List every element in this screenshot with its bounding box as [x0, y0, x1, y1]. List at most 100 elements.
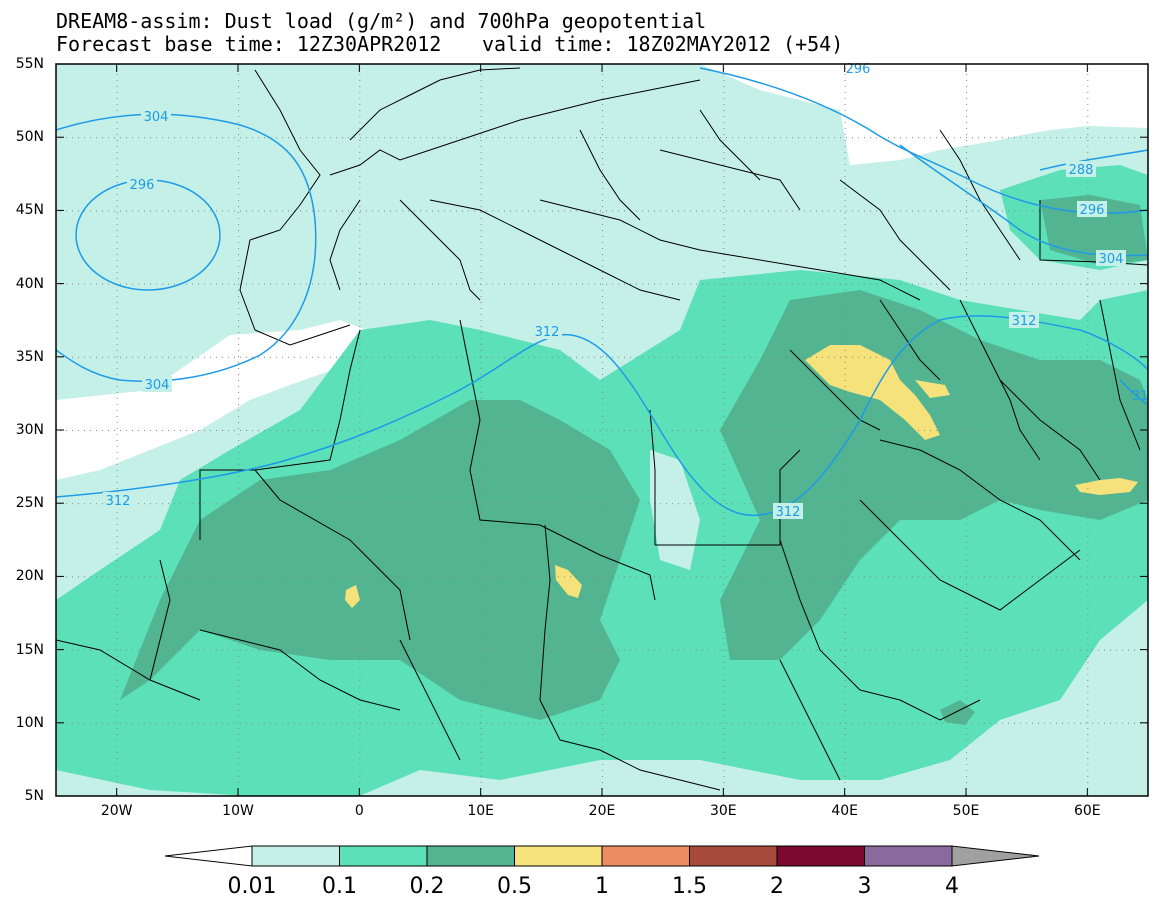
- grid-dot: [930, 137, 931, 139]
- grid-dot: [480, 404, 482, 405]
- grid-dot: [642, 503, 643, 505]
- grid-dot: [540, 576, 541, 578]
- latitude-label: 45N: [15, 202, 44, 219]
- grid-dot: [678, 356, 679, 358]
- grid-dot: [954, 356, 955, 358]
- grid-dot: [150, 283, 151, 285]
- grid-dot: [602, 212, 603, 213]
- grid-dot: [204, 210, 205, 212]
- grid-dot: [900, 503, 901, 505]
- grid-dot: [948, 430, 949, 431]
- longitude-label: 30E: [709, 803, 737, 819]
- grid-dot: [984, 283, 985, 285]
- grid-dot: [756, 210, 757, 212]
- grid-dot: [300, 576, 301, 578]
- grid-dot: [238, 368, 239, 369]
- grid-dot: [348, 503, 349, 505]
- grid-dot: [714, 576, 715, 578]
- grid-dot: [359, 128, 361, 129]
- grid-dot: [258, 356, 259, 358]
- grid-dot: [723, 296, 725, 297]
- grid-dot: [844, 602, 846, 603]
- grid-dot: [384, 356, 385, 358]
- grid-dot: [240, 503, 241, 505]
- grid-dot: [660, 283, 661, 285]
- grid-dot: [666, 283, 667, 285]
- grid-dot: [966, 158, 967, 159]
- grid-dot: [723, 326, 725, 327]
- grid-dot: [264, 503, 265, 505]
- grid-dot: [348, 210, 349, 212]
- grid-dot: [996, 722, 997, 724]
- grid-dot: [858, 356, 859, 358]
- grid-dot: [240, 649, 241, 651]
- grid-dot: [1104, 722, 1105, 724]
- grid-dot: [792, 283, 793, 285]
- contour-label-288: 288: [1069, 163, 1094, 178]
- grid-dot: [723, 140, 725, 141]
- grid-dot: [1002, 210, 1003, 212]
- grid-dot: [180, 503, 181, 505]
- grid-dot: [844, 158, 846, 159]
- grid-dot: [480, 722, 482, 723]
- grid-dot: [960, 137, 961, 139]
- grid-dot: [1050, 210, 1051, 212]
- country-borders: [56, 67, 1148, 791]
- grid-dot: [359, 488, 361, 489]
- grid-dot: [666, 430, 667, 431]
- grid-dot: [966, 446, 967, 447]
- grid-dot: [798, 210, 799, 212]
- grid-dot: [116, 248, 118, 249]
- grid-dot: [888, 503, 889, 505]
- grid-dot: [359, 638, 361, 639]
- grid-dot: [359, 692, 361, 693]
- grid-dot: [216, 649, 217, 651]
- grid-dot: [116, 512, 118, 513]
- grid-dot: [528, 137, 529, 139]
- grid-dot: [180, 576, 181, 578]
- grid-dot: [844, 566, 846, 567]
- grid-dot: [804, 210, 805, 212]
- grid-dot: [906, 210, 907, 212]
- grid-dot: [966, 212, 967, 213]
- grid-dot: [528, 430, 529, 431]
- grid-dot: [696, 430, 697, 431]
- grid-dot: [414, 503, 415, 505]
- grid-dot: [844, 626, 846, 627]
- grid-dot: [912, 283, 913, 285]
- grid-dot: [116, 146, 118, 147]
- grid-dot: [116, 530, 118, 531]
- grid-dot: [359, 98, 361, 99]
- grid-dot: [844, 224, 846, 225]
- grid-dot: [238, 290, 239, 291]
- grid-dot: [359, 74, 361, 75]
- grid-dot: [1026, 430, 1027, 431]
- grid-dot: [480, 578, 482, 579]
- grid-dot: [359, 344, 361, 345]
- grid-dot: [84, 503, 85, 505]
- grid-dot: [723, 638, 725, 639]
- grid-dot: [1087, 122, 1089, 123]
- grid-dot: [480, 428, 482, 429]
- grid-dot: [234, 283, 235, 285]
- grid-dot: [238, 542, 239, 543]
- grid-dot: [750, 430, 751, 431]
- grid-dot: [966, 716, 967, 717]
- grid-dot: [228, 430, 229, 431]
- grid-dot: [844, 128, 846, 129]
- grid-dot: [966, 86, 967, 87]
- grid-dot: [96, 503, 97, 505]
- grid-dot: [1020, 283, 1021, 285]
- grid-dot: [552, 210, 553, 212]
- grid-dot: [312, 503, 313, 505]
- grid-dot: [378, 283, 379, 285]
- grid-dot: [150, 137, 151, 139]
- grid-dot: [1087, 668, 1089, 669]
- grid-dot: [990, 722, 991, 724]
- grid-dot: [359, 626, 361, 627]
- grid-dot: [438, 576, 439, 578]
- grid-dot: [966, 524, 967, 525]
- grid-dot: [966, 614, 967, 615]
- grid-dot: [966, 482, 967, 483]
- grid-dot: [1086, 649, 1087, 651]
